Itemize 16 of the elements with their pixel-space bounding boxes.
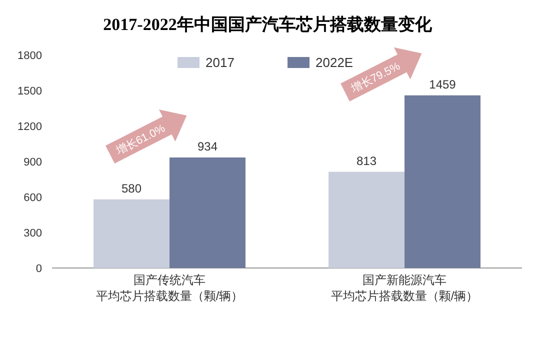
y-tick-label: 1200 [18,121,42,133]
legend-label: 2022E [316,55,354,70]
y-tick-label: 1800 [18,50,42,62]
data-label: 580 [121,181,142,196]
y-tick-label: 0 [36,263,42,275]
data-label: 1459 [429,77,456,92]
legend-label: 2017 [206,55,234,70]
data-label: 813 [356,154,377,168]
y-tick-label: 300 [24,228,42,240]
y-tick-label: 900 [24,156,42,168]
chart-title: 2017-2022年中国国产汽车芯片搭载数量变化 [103,15,433,34]
y-tick-label: 600 [24,192,42,204]
x-tick-label: 国产传统汽车平均芯片搭载数量（颗/辆） [96,273,244,303]
y-tick-label: 1500 [18,86,42,98]
x-tick-label: 国产新能源汽车平均芯片搭载数量（颗/辆） [330,273,478,303]
data-label: 934 [197,139,218,154]
